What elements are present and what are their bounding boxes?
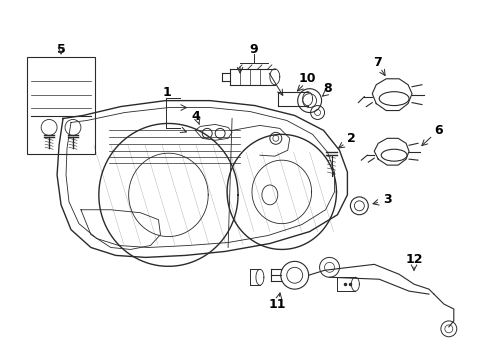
Text: 7: 7 [372,57,381,69]
Text: 4: 4 [191,110,200,123]
Text: 9: 9 [249,42,258,55]
Text: 3: 3 [382,193,391,206]
Text: 5: 5 [57,42,65,55]
Text: 8: 8 [323,82,331,95]
Text: 1: 1 [162,86,170,99]
Text: 12: 12 [405,253,422,266]
Text: 6: 6 [434,124,442,137]
Text: 2: 2 [346,132,355,145]
Text: 11: 11 [268,297,286,311]
Bar [27,57,95,154]
Text: 10: 10 [298,72,316,85]
